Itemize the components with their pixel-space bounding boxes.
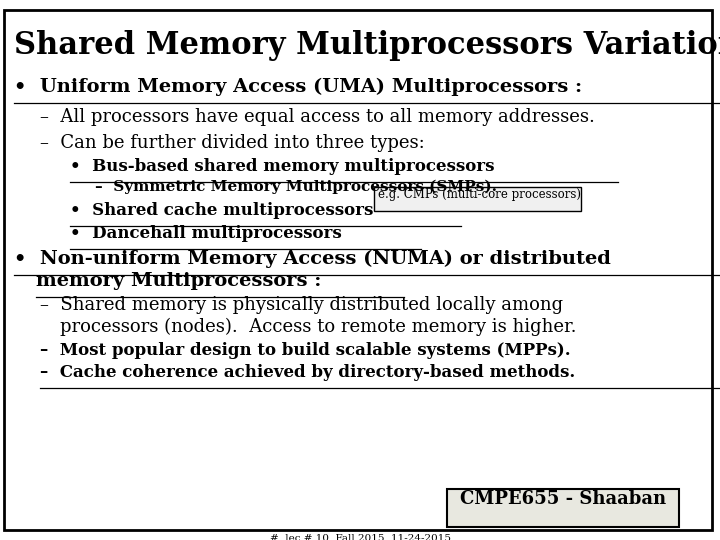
Text: e.g. CMPs (multi-core processors): e.g. CMPs (multi-core processors) — [378, 188, 581, 201]
Text: processors (nodes).  Access to remote memory is higher.: processors (nodes). Access to remote mem… — [60, 318, 577, 336]
Text: –  Symmetric Memory Multiprocessors (SMPs).: – Symmetric Memory Multiprocessors (SMPs… — [95, 180, 497, 194]
Text: #  lec # 10  Fall 2015  11-24-2015: # lec # 10 Fall 2015 11-24-2015 — [269, 534, 451, 540]
Text: •  Dancehall multiprocessors: • Dancehall multiprocessors — [70, 225, 342, 242]
FancyBboxPatch shape — [447, 489, 679, 527]
Text: •  Non-uniform Memory Access (NUMA) or distributed: • Non-uniform Memory Access (NUMA) or di… — [14, 250, 611, 268]
Text: •  Bus-based shared memory multiprocessors: • Bus-based shared memory multiprocessor… — [70, 158, 495, 175]
Text: Shared Memory Multiprocessors Variations: Shared Memory Multiprocessors Variations — [14, 30, 720, 61]
Text: –  All processors have equal access to all memory addresses.: – All processors have equal access to al… — [40, 108, 595, 126]
Text: memory Multiprocessors :: memory Multiprocessors : — [36, 272, 321, 290]
Text: –  Can be further divided into three types:: – Can be further divided into three type… — [40, 134, 425, 152]
Text: –  Most popular design to build scalable systems (MPPs).: – Most popular design to build scalable … — [40, 342, 571, 359]
FancyBboxPatch shape — [374, 187, 581, 211]
Text: •  Uniform Memory Access (UMA) Multiprocessors :: • Uniform Memory Access (UMA) Multiproce… — [14, 78, 582, 96]
Text: CMPE655 - Shaaban: CMPE655 - Shaaban — [460, 490, 666, 508]
Text: –  Shared memory is physically distributed locally among: – Shared memory is physically distribute… — [40, 296, 563, 314]
Text: –  Cache coherence achieved by directory-based methods.: – Cache coherence achieved by directory-… — [40, 364, 575, 381]
Text: •  Shared cache multiprocessors: • Shared cache multiprocessors — [70, 202, 374, 219]
